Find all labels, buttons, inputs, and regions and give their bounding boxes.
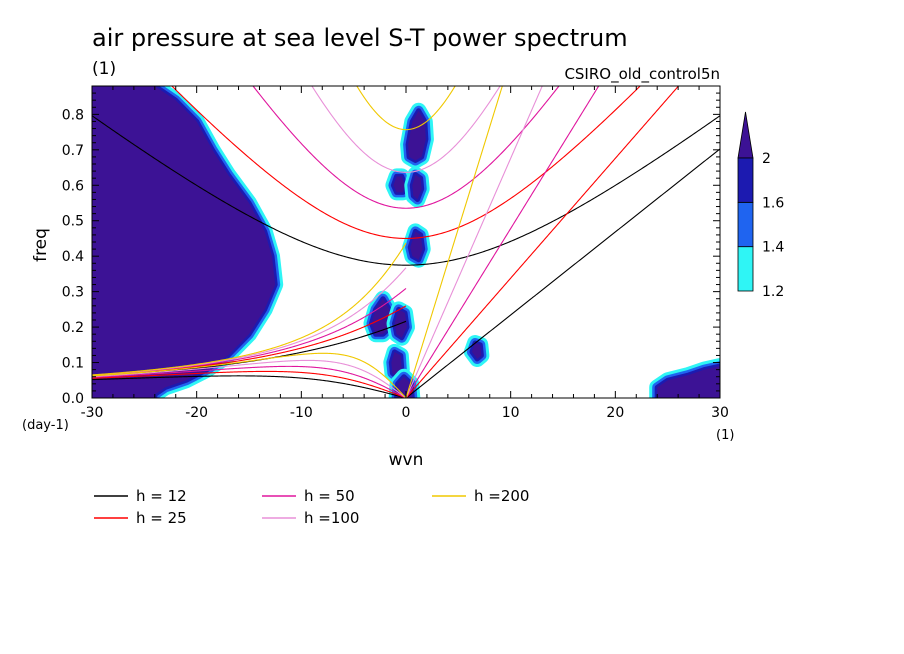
rossby-curve-h25 (92, 370, 407, 398)
contour-core-region-1 (657, 366, 720, 398)
x-tick-label: -10 (290, 405, 313, 421)
x-tick-label: 0 (402, 405, 411, 421)
legend-label-h25: h = 25 (136, 509, 187, 527)
y-tick-label: 0.4 (62, 249, 84, 265)
rossby-curve-h50 (92, 365, 407, 398)
ig1-curve-h200 (356, 86, 456, 131)
colorbar-label: 1.6 (762, 195, 784, 211)
y-tick-label: 0.3 (62, 285, 84, 301)
axis-ticks: -30 -20 -10 0 10 20 30 0.0 0.1 0.2 0.3 0.4 0.5 0.6 0.7… (62, 85, 729, 421)
y-tick-label: 0.5 (62, 214, 84, 230)
kelvin-curve-h25 (405, 86, 680, 398)
chart-subtitle-right: CSIRO_old_control5n (564, 65, 720, 84)
contour-core-region-2 (408, 110, 426, 161)
colorbar-label: 1.2 (762, 284, 784, 300)
x-tick-label: 20 (606, 405, 624, 421)
contour-core-region-6 (371, 298, 391, 335)
legend-label-h12: h = 12 (136, 487, 187, 505)
kelvin-curve-h200 (405, 86, 503, 398)
contour-core-region-0 (92, 86, 276, 398)
x-axis-units: (1) (716, 428, 734, 443)
colorbar-segment-0 (737, 246, 754, 292)
colorbar-segment-2 (737, 157, 754, 203)
rossby-curve-h100 (92, 359, 407, 398)
x-tick-label: 10 (502, 405, 520, 421)
kelvin-curve-h12 (405, 148, 720, 398)
rossby-curve-h12 (92, 375, 407, 398)
y-tick-label: 0.6 (62, 178, 84, 194)
colorbar-top-arrow (737, 111, 754, 159)
dispersion-curves (92, 86, 720, 398)
contour-fill-layer (92, 86, 720, 398)
contour-core-region-4 (412, 174, 422, 200)
contour-core-region-3 (393, 176, 405, 193)
y-tick-label: 0.2 (62, 320, 84, 336)
y-axis-title: freq (31, 228, 51, 262)
y-tick-label: 0.1 (62, 356, 84, 372)
legend-label-h200: h =200 (474, 487, 529, 505)
kelvin-curve-h100 (405, 86, 543, 398)
title-units: (1) (92, 59, 116, 79)
y-tick-label: 0.8 (62, 107, 84, 123)
colorbar-segment-1 (737, 201, 754, 248)
x-tick-label: 30 (711, 405, 729, 421)
legend: h = 12 h = 25 h = 50 h =100 h =200 (94, 487, 529, 527)
ig1-curve-h25 (171, 86, 641, 239)
mrg-curve-h200 (92, 242, 407, 376)
kelvin-curve-h50 (405, 86, 600, 398)
y-tick-label: 0.7 (62, 143, 84, 159)
contour-core-region-10 (471, 343, 482, 359)
ig1-curve-h50 (252, 86, 560, 209)
plot-area (92, 86, 720, 398)
x-tick-label: -30 (81, 405, 104, 421)
chart-title: air pressure at sea level S-T power spec… (92, 24, 628, 52)
ig1-curve-h12 (92, 115, 720, 266)
y-axis-units: (day-1) (22, 418, 69, 433)
ig1-curve-h100 (311, 86, 501, 173)
y-tick-label: 0.0 (62, 391, 84, 407)
legend-label-h100: h =100 (304, 509, 359, 527)
x-tick-label: -20 (185, 405, 208, 421)
colorbar: 1.2 1.4 1.6 2 (737, 111, 784, 300)
legend-label-h50: h = 50 (304, 487, 355, 505)
colorbar-label: 1.4 (762, 240, 784, 256)
x-axis-title: wvn (389, 450, 424, 470)
colorbar-label: 2 (762, 151, 771, 167)
rossby-curve-h200 (92, 352, 407, 398)
